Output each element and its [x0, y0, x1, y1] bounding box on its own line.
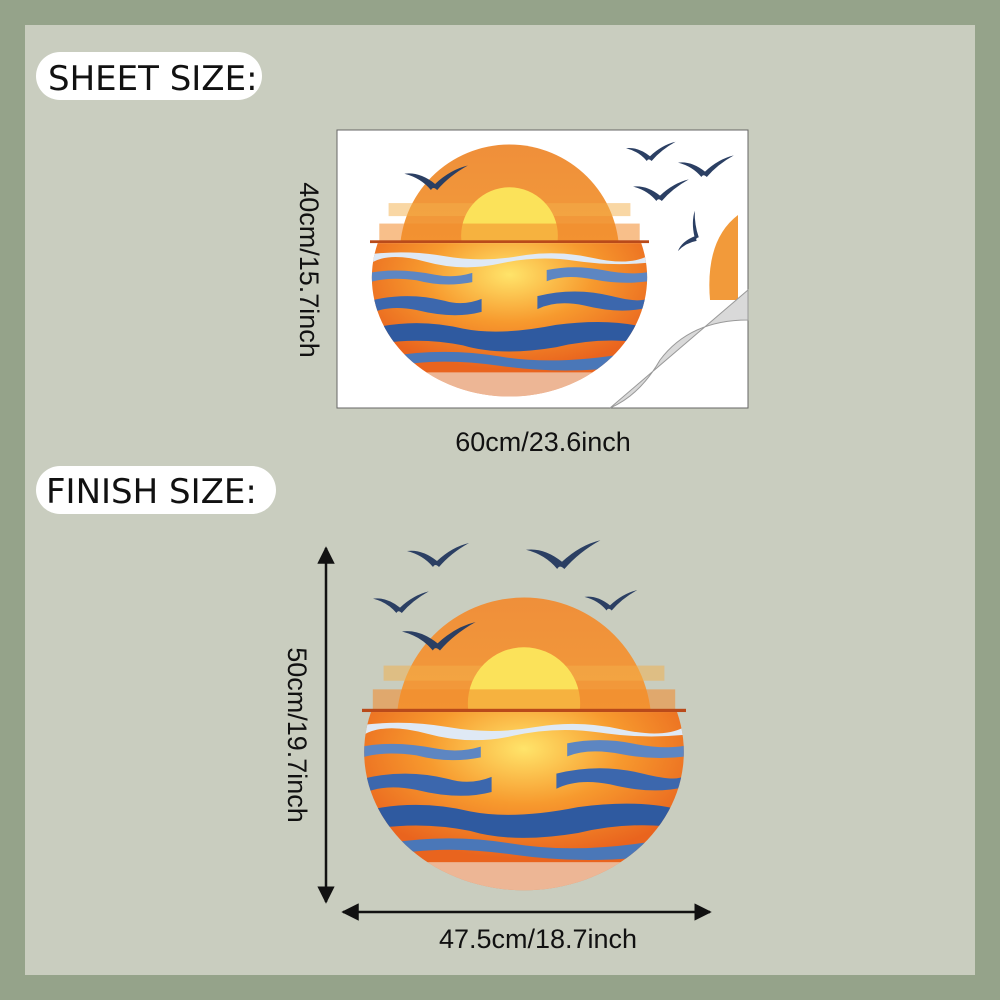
sheet-width: 60cm/23.6inch	[455, 427, 631, 457]
finish-height: 50cm/19.7inch	[282, 647, 312, 823]
sheet-title: SHEET SIZE:	[48, 59, 258, 99]
label-bg	[36, 466, 276, 514]
sheet	[336, 129, 749, 410]
label-bg	[36, 52, 262, 100]
finish-title: FINISH SIZE:	[46, 472, 257, 512]
sheet-height: 40cm/15.7inch	[294, 182, 324, 358]
finish-width: 47.5cm/18.7inch	[439, 924, 637, 954]
